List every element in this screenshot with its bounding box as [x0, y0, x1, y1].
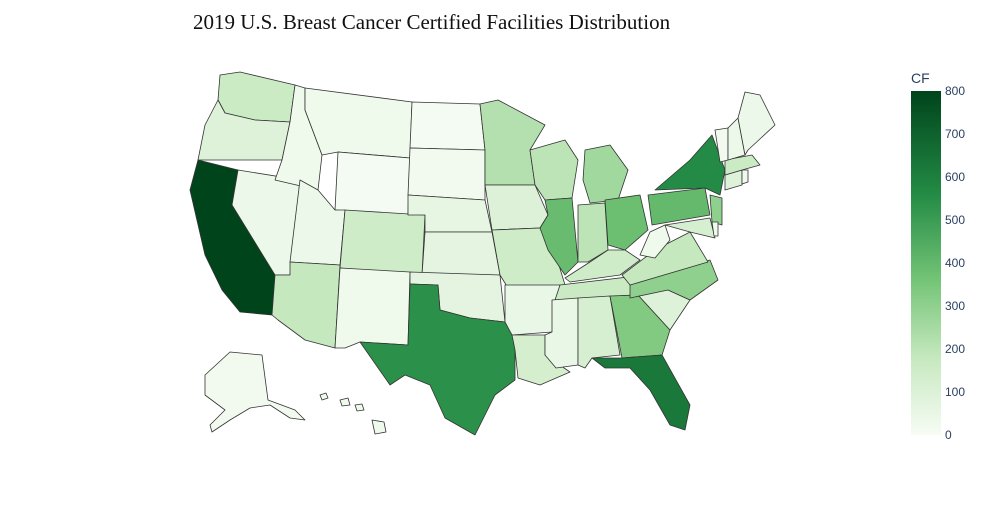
colorbar-tick-label: 800 — [945, 84, 966, 98]
chart-title: 2019 U.S. Breast Cancer Certified Facili… — [193, 10, 671, 34]
colorbar-tick-label: 700 — [945, 127, 966, 141]
colorbar-tick-label: 500 — [945, 213, 966, 227]
state-me[interactable] — [737, 91, 776, 156]
colorbar-tick-label: 400 — [945, 256, 966, 270]
state-fl[interactable] — [591, 354, 691, 431]
state-nm[interactable] — [334, 267, 411, 349]
state-co[interactable] — [339, 209, 426, 276]
colorbar-tick-label: 0 — [945, 428, 952, 442]
colorbar-title: CF — [911, 70, 930, 86]
state-ar[interactable] — [504, 284, 561, 336]
state-ia[interactable] — [484, 184, 549, 231]
colorbar-tick-label: 600 — [945, 170, 966, 184]
colorbar-tick-label: 300 — [945, 299, 966, 313]
state-md[interactable] — [664, 217, 716, 239]
state-sd[interactable] — [407, 147, 486, 201]
state-wv[interactable] — [639, 224, 671, 259]
state-ny[interactable] — [654, 134, 726, 196]
state-il[interactable] — [539, 197, 579, 276]
state-ma[interactable] — [724, 154, 761, 176]
state-hi[interactable] — [319, 392, 387, 435]
state-oh[interactable] — [604, 194, 649, 251]
state-de[interactable] — [711, 221, 719, 237]
state-mt[interactable] — [304, 87, 413, 159]
state-nc[interactable] — [629, 259, 719, 301]
state-mi[interactable] — [582, 144, 629, 204]
state-nd[interactable] — [409, 101, 486, 151]
state-nj[interactable] — [709, 194, 723, 226]
state-in[interactable] — [577, 202, 609, 263]
colorbar-tick-label: 100 — [945, 385, 966, 399]
state-ky[interactable] — [564, 249, 641, 283]
colorbar — [911, 91, 941, 435]
state-ks[interactable] — [421, 231, 501, 276]
state-ak[interactable] — [204, 351, 306, 433]
state-pa[interactable] — [647, 187, 711, 226]
state-ri[interactable] — [741, 169, 749, 185]
state-wy[interactable] — [334, 151, 411, 216]
state-az[interactable] — [271, 261, 341, 349]
state-tx[interactable] — [359, 283, 516, 436]
colorbar-tick-label: 200 — [945, 342, 966, 356]
